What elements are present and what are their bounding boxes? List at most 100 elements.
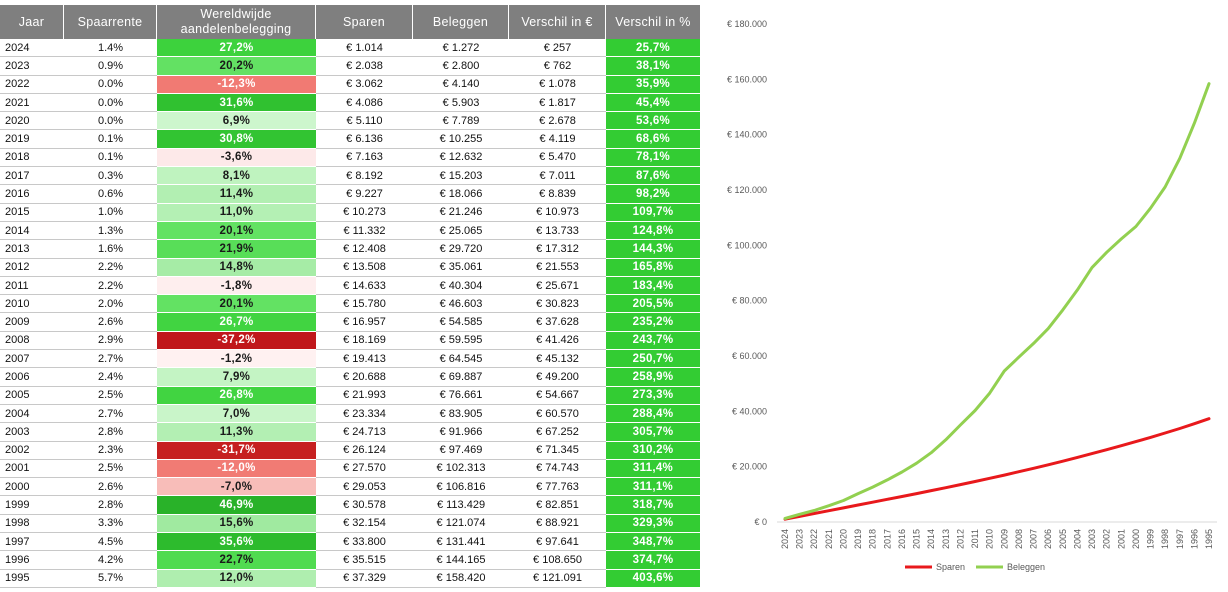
stock-return-cell: 12,0% (157, 569, 316, 588)
stock-return-cell: 27,2% (157, 39, 316, 58)
year-cell: 2003 (0, 423, 64, 442)
diff-eur-cell: € 41.426 (509, 332, 606, 351)
diff-eur-cell: € 97.641 (509, 533, 606, 552)
year-cell: 2022 (0, 76, 64, 94)
diff-pct-cell: 310,2% (606, 441, 700, 460)
investing-cell: € 1.272 (413, 39, 509, 58)
investing-cell: € 131.441 (413, 533, 509, 552)
investing-cell: € 83.905 (413, 405, 509, 424)
x-tick-label: 1995 (1204, 529, 1214, 549)
stock-return-cell: 7,9% (157, 368, 316, 387)
savings-rate-cell: 0.0% (64, 112, 157, 131)
header-wereldwijde-aandelenbelegging: Wereldwijde aandelenbelegging (157, 5, 316, 39)
year-cell: 2002 (0, 442, 64, 460)
year-cell: 2012 (0, 259, 64, 277)
table-row: 2008 2.9% -37,2% € 18.169 € 59.595 € 41.426 24… (0, 331, 700, 351)
investing-cell: € 46.603 (413, 295, 509, 314)
year-cell: 1999 (0, 496, 64, 515)
header-spaarrente: Spaarrente (64, 5, 157, 39)
savings-cell: € 4.086 (316, 94, 413, 113)
stock-return-cell: 22,7% (157, 551, 316, 570)
diff-eur-cell: € 71.345 (509, 442, 606, 460)
diff-eur-cell: € 21.553 (509, 259, 606, 277)
x-tick-label: 2005 (1058, 529, 1068, 549)
diff-pct-cell: 38,1% (606, 57, 700, 76)
savings-cell: € 29.053 (316, 478, 413, 497)
investing-cell: € 121.074 (413, 515, 509, 534)
diff-pct-cell: 68,6% (606, 130, 700, 149)
x-tick-label: 2014 (926, 529, 936, 549)
diff-pct-cell: 205,5% (606, 295, 700, 314)
diff-eur-cell: € 5.470 (509, 149, 606, 168)
y-tick-label: € 180.000 (727, 19, 767, 29)
savings-cell: € 14.633 (316, 277, 413, 296)
savings-cell: € 27.570 (316, 460, 413, 479)
stock-return-cell: 20,1% (157, 295, 316, 314)
year-cell: 2009 (0, 313, 64, 332)
investing-cell: € 7.789 (413, 112, 509, 131)
year-cell: 2000 (0, 478, 64, 497)
diff-pct-cell: 403,6% (606, 569, 700, 588)
savings-rate-cell: 2.6% (64, 478, 157, 497)
table-row: 2007 2.7% -1,2% € 19.413 € 64.545 € 45.132 250… (0, 350, 700, 369)
stock-return-cell: -12,3% (157, 75, 316, 94)
y-tick-label: € 140.000 (727, 130, 767, 140)
year-cell: 2021 (0, 94, 64, 113)
savings-cell: € 32.154 (316, 515, 413, 534)
table-row: 1999 2.8% 46,9% € 30.578 € 113.429 € 82.851 31… (0, 496, 700, 515)
diff-eur-cell: € 60.570 (509, 405, 606, 424)
line-chart: € 0 € 20.000 € 40.000 € 60.000 € 80.000 € 100… (727, 19, 1217, 572)
diff-pct-cell: 235,2% (606, 313, 700, 332)
x-tick-label: 2024 (780, 529, 790, 549)
diff-eur-cell: € 257 (509, 39, 606, 58)
table-row: 2009 2.6% 26,7% € 16.957 € 54.585 € 37.628 235… (0, 313, 700, 332)
year-cell: 2001 (0, 460, 64, 479)
stock-return-cell: 35,6% (157, 533, 316, 552)
x-tick-label: 2006 (1043, 529, 1053, 549)
year-cell: 2018 (0, 149, 64, 168)
savings-rate-cell: 0.9% (64, 57, 157, 76)
savings-cell: € 18.169 (316, 332, 413, 351)
investing-cell: € 54.585 (413, 313, 509, 332)
stock-return-cell: 20,1% (157, 221, 316, 241)
table-row: 1997 4.5% 35,6% € 33.800 € 131.441 € 97.641 34… (0, 533, 700, 552)
savings-rate-cell: 2.5% (64, 460, 157, 479)
diff-eur-cell: € 49.200 (509, 368, 606, 387)
savings-rate-cell: 4.2% (64, 551, 157, 570)
investing-cell: € 158.420 (413, 570, 509, 588)
savings-rate-cell: 2.6% (64, 313, 157, 332)
year-cell: 1995 (0, 570, 64, 588)
savings-cell: € 10.273 (316, 204, 413, 222)
diff-pct-cell: 243,7% (606, 331, 700, 351)
x-tick-label: 2012 (955, 529, 965, 549)
x-tick-label: 2013 (941, 529, 951, 549)
diff-pct-cell: 53,6% (606, 112, 700, 131)
series-line-beleggen (783, 82, 1211, 520)
investing-cell: € 12.632 (413, 149, 509, 168)
savings-rate-cell: 2.8% (64, 423, 157, 442)
table-row: 2001 2.5% -12,0% € 27.570 € 102.313 € 74.743 3… (0, 459, 700, 479)
year-cell: 2007 (0, 350, 64, 369)
savings-rate-cell: 0.3% (64, 167, 157, 186)
diff-eur-cell: € 17.312 (509, 240, 606, 259)
year-cell: 2015 (0, 204, 64, 222)
savings-rate-cell: 4.5% (64, 533, 157, 552)
investing-cell: € 21.246 (413, 204, 509, 222)
diff-pct-cell: 144,3% (606, 240, 700, 259)
x-tick-label: 2002 (1102, 529, 1112, 549)
savings-cell: € 11.332 (316, 222, 413, 241)
diff-eur-cell: € 74.743 (509, 460, 606, 479)
savings-rate-cell: 2.2% (64, 277, 157, 296)
diff-pct-cell: 329,3% (606, 514, 700, 534)
savings-rate-cell: 5.7% (64, 570, 157, 588)
diff-eur-cell: € 108.650 (509, 551, 606, 570)
stock-return-cell: -1,8% (157, 276, 316, 296)
savings-cell: € 23.334 (316, 405, 413, 424)
savings-cell: € 15.780 (316, 295, 413, 314)
y-tick-label: € 160.000 (727, 74, 767, 84)
y-tick-label: € 120.000 (727, 185, 767, 195)
year-cell: 2005 (0, 387, 64, 405)
table-row: 2013 1.6% 21,9% € 12.408 € 29.720 € 17.312 144… (0, 240, 700, 259)
diff-pct-cell: 273,3% (606, 386, 700, 405)
diff-eur-cell: € 13.733 (509, 222, 606, 241)
